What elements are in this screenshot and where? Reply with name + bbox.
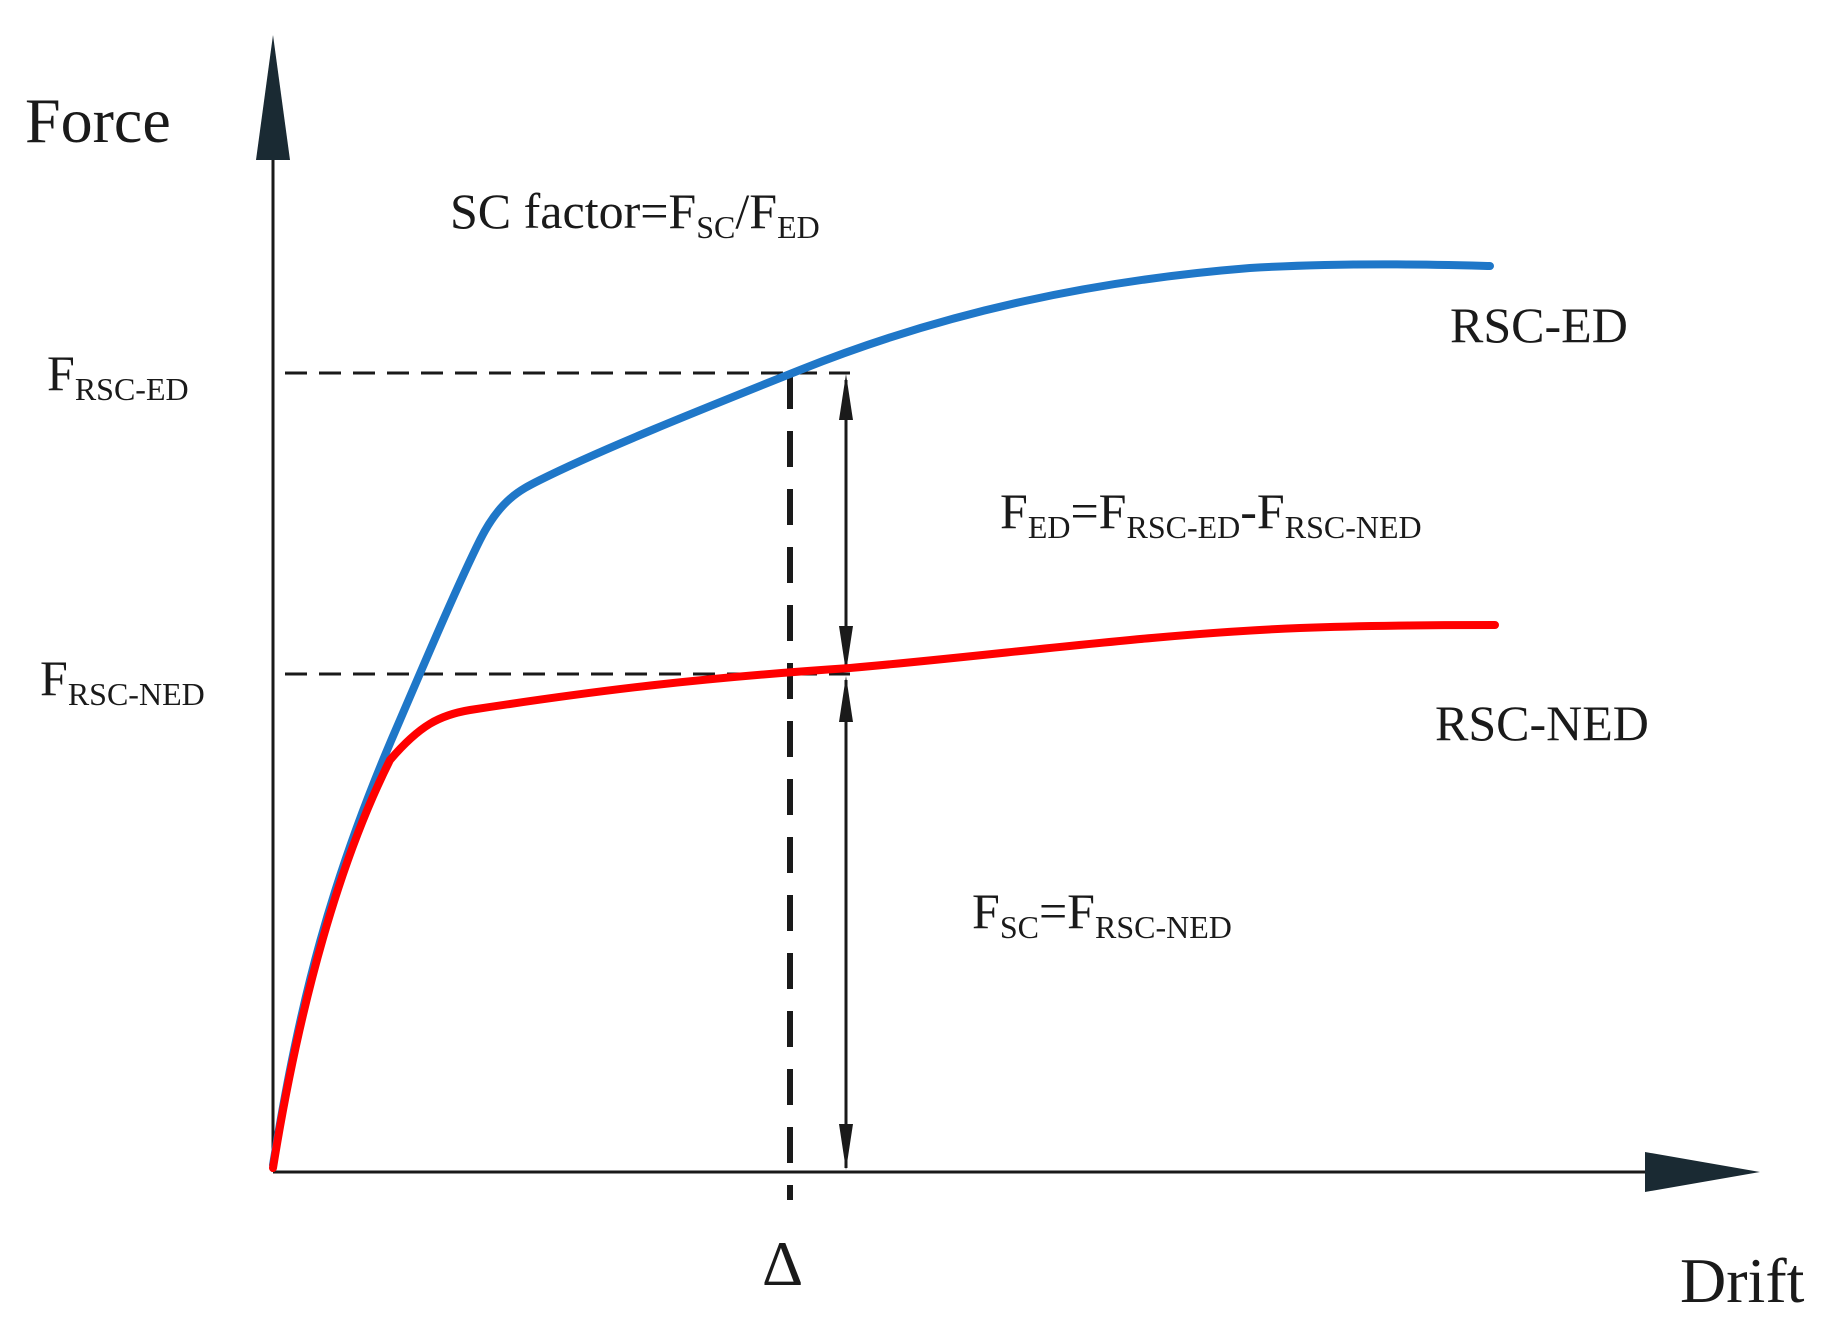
f-sc-dimension-arrow-bottom	[839, 1124, 853, 1170]
f-ed-dimension-arrow-bottom	[839, 626, 853, 672]
f-ed-formula: FED=FRSC-ED-FRSC-NED	[1000, 483, 1422, 545]
rsc-ed-curve-label: RSC-ED	[1450, 297, 1628, 353]
delta-marker: Δ	[762, 1228, 803, 1299]
rsc-ned-curve	[269, 621, 1499, 1172]
rsc-ned-curve-label: RSC-NED	[1435, 695, 1649, 751]
x-axis-arrowhead	[1645, 1152, 1760, 1192]
x-axis-label: Drift	[1680, 1245, 1805, 1316]
y-axis-arrowhead	[256, 35, 290, 160]
f-sc-formula: FSC=FRSC-NED	[972, 883, 1232, 945]
y-tick-ed: FRSC-ED	[47, 345, 189, 407]
sc-factor-formula: SC factor=FSC/FED	[450, 183, 820, 245]
y-tick-ned: FRSC-NED	[40, 650, 205, 712]
f-ed-dimension-arrow-top	[839, 374, 853, 420]
y-axis-label: Force	[25, 85, 171, 156]
f-sc-dimension-arrow-top	[839, 676, 853, 722]
